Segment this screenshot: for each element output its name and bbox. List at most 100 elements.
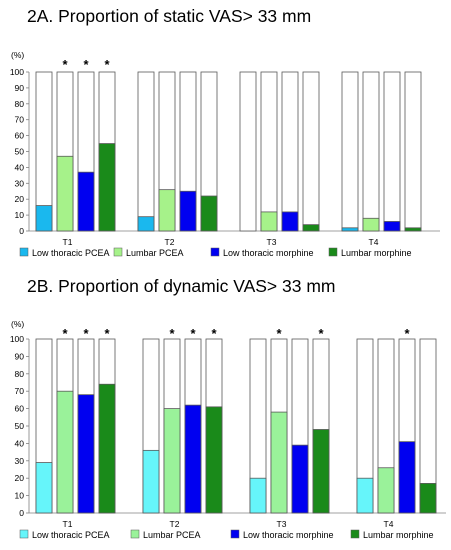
legend-swatch (19, 529, 29, 539)
bar (404, 227, 422, 232)
significance-marker: * (62, 326, 68, 341)
legend: Low thoracic PCEA Lumbar PCEA Low thoracic… (19, 529, 434, 540)
bar (98, 383, 116, 514)
bar (158, 189, 176, 232)
bar (356, 477, 374, 514)
bar (77, 171, 95, 232)
bar-frame (341, 71, 359, 232)
bar (56, 390, 74, 514)
y-tick-label: 80 (15, 99, 25, 109)
legend-swatch (230, 529, 240, 539)
significance-marker: * (404, 326, 410, 341)
bar (205, 406, 223, 514)
bar-frame (302, 71, 320, 232)
bar (163, 408, 181, 514)
bar-frame (260, 71, 278, 232)
y-tick-label: 40 (15, 162, 25, 172)
bar (312, 429, 330, 514)
bar (35, 205, 53, 232)
bar-frame (137, 71, 155, 232)
bar (302, 224, 320, 232)
legend-swatch (113, 247, 123, 257)
x-tick-label: T2 (165, 237, 175, 247)
bar (142, 449, 160, 514)
y-tick-label: 10 (15, 491, 25, 501)
bar-frame (383, 71, 401, 232)
bar (184, 404, 202, 514)
y-tick-label: 70 (15, 386, 25, 396)
chart-static-vas: 2A. Proportion of static VAS> 33 mm (%) 0 1… (10, 6, 440, 258)
y-tick-label: 40 (15, 438, 25, 448)
y-unit-label: (%) (11, 319, 24, 329)
bar-frame (239, 71, 257, 232)
y-tick-label: 0 (19, 226, 24, 236)
significance-marker: * (83, 57, 89, 72)
bar-frame (281, 71, 299, 232)
significance-marker: * (318, 326, 324, 341)
legend-label: Low thoracic PCEA (32, 530, 110, 540)
bar (200, 195, 218, 232)
legend-swatch (19, 247, 29, 257)
y-tick-label: 50 (15, 147, 25, 157)
y-tick-label: 50 (15, 421, 25, 431)
y-tick-label: 100 (10, 67, 24, 77)
x-tick-label: T3 (277, 519, 287, 529)
bar (281, 211, 299, 232)
bar (137, 216, 155, 232)
y-unit-label: (%) (11, 50, 24, 60)
y-tick-label: 80 (15, 369, 25, 379)
legend-swatch (130, 529, 140, 539)
significance-marker: * (211, 326, 217, 341)
bar (98, 143, 116, 232)
legend-label: Low thoracic morphine (243, 530, 334, 540)
bar (383, 221, 401, 232)
x-tick-label: T1 (63, 519, 73, 529)
y-tick-label: 20 (15, 473, 25, 483)
legend-swatch (328, 247, 338, 257)
y-tick-label: 100 (10, 334, 24, 344)
legend: Low thoracic PCEA Lumbar PCEA Low thoracic… (19, 247, 412, 258)
significance-marker: * (83, 326, 89, 341)
bar (249, 477, 267, 514)
y-tick-label: 70 (15, 115, 25, 125)
chart-title: 2B. Proportion of dynamic VAS> 33 mm (27, 276, 336, 296)
bar (341, 227, 359, 232)
y-tick-label: 90 (15, 83, 25, 93)
x-tick-label: T1 (63, 237, 73, 247)
significance-marker: * (169, 326, 175, 341)
bar (377, 467, 395, 514)
significance-marker: * (276, 326, 282, 341)
y-tick-label: 90 (15, 351, 25, 361)
y-tick-label: 60 (15, 131, 25, 141)
bar (35, 462, 53, 514)
chart-title: 2A. Proportion of static VAS> 33 mm (27, 6, 311, 26)
significance-marker: * (104, 326, 110, 341)
legend-swatch (350, 529, 360, 539)
y-tick-label: 30 (15, 178, 25, 188)
legend-label: Lumbar morphine (341, 248, 412, 258)
legend-swatch (210, 247, 220, 257)
bar-frame (362, 71, 380, 232)
legend-label: Lumbar morphine (363, 530, 434, 540)
bar (56, 155, 74, 232)
y-tick-label: 10 (15, 210, 25, 220)
bar-frame (404, 71, 422, 232)
y-tick-label: 20 (15, 194, 25, 204)
y-tick-label: 30 (15, 456, 25, 466)
legend-label: Lumbar PCEA (126, 248, 184, 258)
x-tick-label: T4 (369, 237, 379, 247)
x-tick-label: T3 (267, 237, 277, 247)
bar (270, 411, 288, 514)
legend-label: Low thoracic PCEA (32, 248, 110, 258)
significance-marker: * (104, 57, 110, 72)
legend-label: Low thoracic morphine (223, 248, 314, 258)
bar (77, 394, 95, 514)
bar (419, 483, 437, 514)
legend-label: Lumbar PCEA (143, 530, 201, 540)
x-tick-label: T4 (384, 519, 394, 529)
bar (291, 444, 309, 514)
bar (398, 441, 416, 514)
bar (179, 190, 197, 232)
chart-dynamic-vas: 2B. Proportion of dynamic VAS> 33 mm (%) 0… (10, 276, 446, 540)
